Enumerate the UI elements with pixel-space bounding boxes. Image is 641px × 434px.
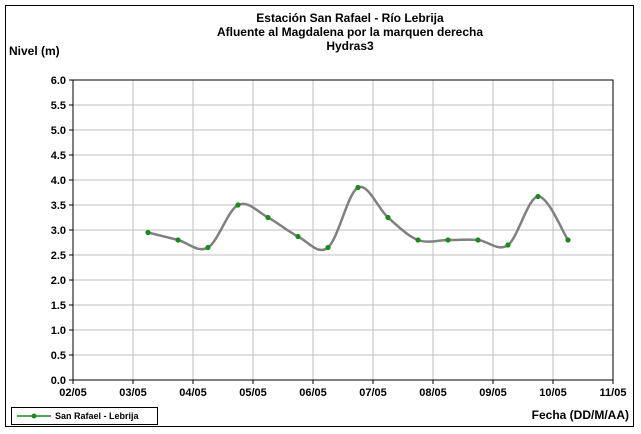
data-point — [145, 229, 151, 236]
x-tick-label: 11/05 — [600, 387, 627, 399]
y-tick-label: 4.5 — [51, 150, 66, 162]
data-point — [175, 237, 181, 243]
x-tick-label: 04/05 — [179, 387, 207, 399]
plot-area-border — [72, 79, 614, 381]
y-tick-label: 4.0 — [51, 175, 66, 187]
y-tick-label: 3.0 — [51, 225, 66, 237]
data-point — [445, 237, 451, 243]
data-point — [535, 193, 541, 200]
y-tick-label: 1.0 — [51, 325, 66, 337]
legend: San Rafael - Lebrija — [11, 407, 158, 425]
y-tick-label: 2.5 — [51, 250, 66, 262]
x-tick-label: 10/05 — [539, 387, 567, 399]
y-tick-label: 2.0 — [51, 275, 66, 287]
legend-series-marker — [17, 413, 51, 419]
data-point — [475, 237, 481, 243]
data-point — [325, 244, 331, 251]
x-tick-label: 09/05 — [479, 387, 507, 399]
y-tick-label: 0.0 — [51, 375, 66, 387]
data-point — [565, 237, 571, 243]
x-tick-label: 06/05 — [299, 387, 327, 399]
chart-title-line-1: Estación San Rafael - Río Lebrija — [256, 11, 444, 25]
x-tick-label: 05/05 — [239, 387, 267, 399]
y-tick-label: 3.5 — [51, 200, 66, 212]
data-point — [505, 242, 511, 248]
x-tick-label: 07/05 — [359, 387, 387, 399]
x-tick-label: 08/05 — [419, 387, 447, 399]
x-tick-label: 02/05 — [59, 387, 87, 399]
chart-frame — [5, 5, 634, 427]
y-tick-label: 5.0 — [51, 125, 66, 137]
data-point — [235, 202, 241, 208]
y-tick-label: 5.5 — [51, 100, 66, 112]
legend-series-label: San Rafael - Lebrija — [55, 411, 139, 421]
data-point — [415, 237, 421, 243]
data-point — [295, 233, 301, 240]
data-point — [385, 214, 391, 221]
y-tick-label: 1.5 — [51, 300, 66, 312]
y-tick-label: 0.5 — [51, 350, 66, 362]
data-point — [355, 184, 361, 191]
x-tick-label: 03/05 — [119, 387, 147, 399]
series-line — [147, 185, 570, 252]
data-point — [265, 214, 271, 221]
y-axis-label: Nivel (m) — [9, 44, 60, 58]
chart-title-line-2: Afluente al Magdalena por la marquen der… — [216, 25, 484, 39]
x-axis-label: Fecha (DD/M/AA) — [531, 408, 629, 422]
y-tick-label: 6.0 — [51, 75, 66, 87]
data-point — [205, 244, 211, 251]
chart-title-line-3: Hydras3 — [326, 39, 374, 53]
